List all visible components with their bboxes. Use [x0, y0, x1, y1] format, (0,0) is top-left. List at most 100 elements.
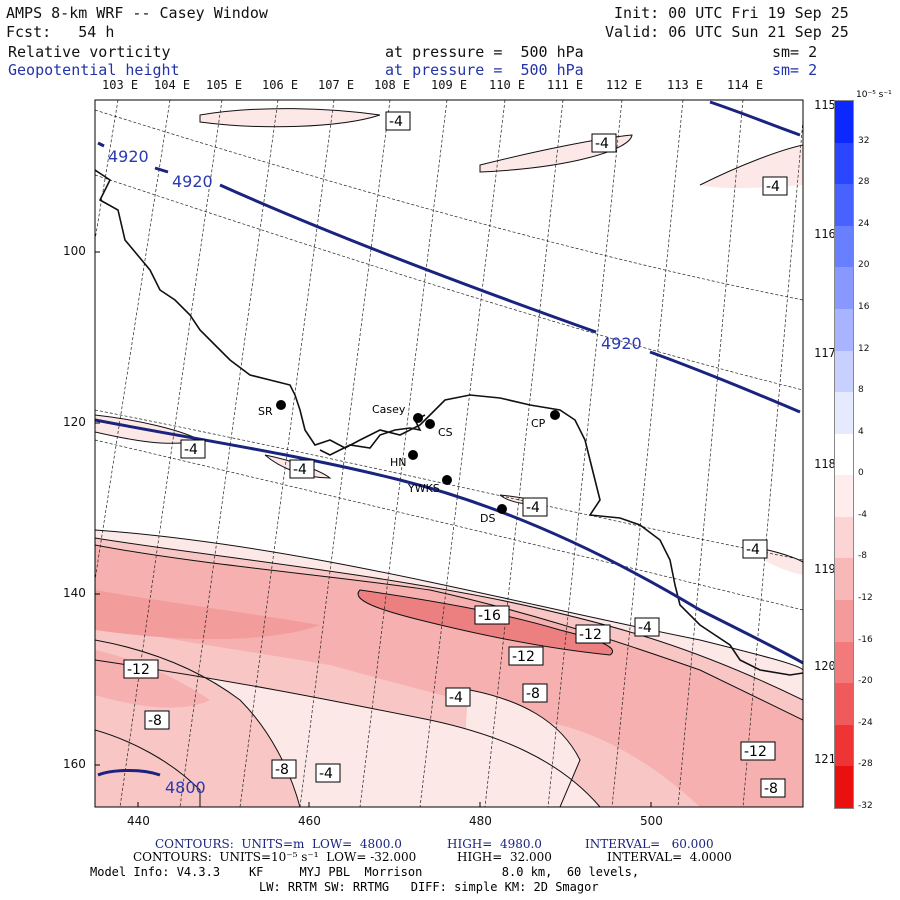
colorbar-segment	[835, 558, 853, 601]
svg-text:-12: -12	[579, 627, 602, 643]
height-label-4920: 4920	[601, 334, 642, 353]
field2-name: Geopotential height	[8, 61, 180, 79]
svg-text:-4: -4	[638, 620, 652, 636]
field2-smoothing: sm= 2	[772, 61, 818, 79]
height-label-4800: 4800	[165, 778, 206, 797]
lon-label: 110 E	[489, 78, 526, 92]
colorbar-segment	[835, 641, 853, 684]
height-label-4920: 4920	[108, 147, 149, 166]
colorbar-segment	[835, 600, 853, 643]
colorbar-segment	[835, 225, 853, 268]
colorbar-segment	[835, 142, 853, 185]
vort-contour-interval: INTERVAL= 4.0000	[607, 850, 732, 864]
colorbar-tick-label: 24	[858, 218, 870, 229]
forecast-hour: Fcst: 54 h	[6, 23, 115, 41]
colorbar-segment	[835, 101, 853, 144]
colorbar-tick-label: -24	[858, 717, 873, 728]
vort-label: -4	[445, 687, 471, 707]
vort-label: -4	[385, 111, 411, 131]
colorbar-tick-label: -4	[858, 509, 867, 520]
colorbar-tick-label: -32	[858, 801, 873, 811]
height-contours	[95, 100, 803, 777]
lon-label: 109 E	[431, 78, 468, 92]
vort-label: -4	[591, 133, 617, 153]
lon-label: 113 E	[667, 78, 704, 92]
svg-text:-8: -8	[526, 686, 540, 702]
svg-text:-4: -4	[595, 136, 609, 152]
x-tick-label: 460	[298, 814, 321, 828]
svg-text:-8: -8	[275, 762, 289, 778]
graticule	[95, 100, 803, 807]
model-info: Model Info: V4.3.3 KF MYJ PBL Morrison 8…	[90, 865, 640, 879]
station-dot	[408, 450, 418, 460]
colorbar-segment	[835, 184, 853, 227]
lon-label: 108 E	[374, 78, 411, 92]
physics-info: LW: RRTM SW: RRTMG DIFF: simple KM: 2D S…	[259, 880, 599, 894]
station-label: CP	[531, 417, 546, 430]
stations: SR Casey CS CP HN YWKS DS	[258, 400, 560, 525]
vort-label: -8	[522, 683, 548, 703]
lon-label: 107 E	[318, 78, 355, 92]
station-dot	[413, 413, 423, 423]
vort-label: -4	[315, 763, 341, 783]
svg-text:-4: -4	[766, 179, 780, 195]
lon-label: 111 E	[547, 78, 584, 92]
y-tick-label: 140	[63, 586, 86, 600]
station-label: YWKS	[407, 482, 440, 495]
svg-text:-4: -4	[184, 442, 198, 458]
colorbar-tick-label: 8	[858, 385, 864, 396]
lon-label: 112 E	[606, 78, 643, 92]
valid-time: Valid: 06 UTC Sun 21 Sep 25	[605, 23, 849, 41]
colorbar-tick-label: 4	[858, 426, 864, 437]
svg-text:-4: -4	[746, 542, 760, 558]
vort-label: -8	[271, 759, 297, 779]
station-dot	[497, 504, 507, 514]
lon-label: 114 E	[727, 78, 764, 92]
svg-text:-4: -4	[293, 462, 307, 478]
station-label: CS	[438, 426, 453, 439]
svg-text:-8: -8	[764, 781, 778, 797]
plot-frame	[94, 99, 804, 808]
vorticity-contours	[95, 108, 803, 807]
height-label-4920: 4920	[172, 172, 213, 191]
svg-text:-4: -4	[449, 690, 463, 706]
vort-label: -4	[634, 617, 660, 637]
colorbar-tick-label: 12	[858, 343, 870, 354]
colorbar-tick-label: -20	[858, 676, 873, 687]
colorbar-tick-label: -16	[858, 634, 873, 645]
svg-text:-4: -4	[319, 766, 333, 782]
x-tick-label: 480	[469, 814, 492, 828]
colorbar-segment	[835, 392, 853, 435]
vort-label: -4	[289, 459, 315, 479]
tick-marks	[95, 251, 652, 807]
lon-label: 106 E	[262, 78, 299, 92]
vort-label: -4	[522, 497, 548, 517]
svg-text:-8: -8	[148, 713, 162, 729]
colorbar-tick-label: 28	[858, 177, 870, 188]
field1-level: at pressure = 500 hPa	[385, 43, 584, 61]
lon-label: 103 E	[102, 78, 139, 92]
vort-label: -12	[123, 659, 159, 679]
colorbar-segment	[835, 433, 853, 476]
station-label: DS	[480, 512, 495, 525]
field2-level: at pressure = 500 hPa	[385, 61, 584, 79]
field1-name: Relative vorticity	[8, 43, 171, 61]
station-dot	[442, 475, 452, 485]
vorticity-shading	[95, 108, 803, 807]
height-contour-high: HIGH= 4980.0	[447, 837, 542, 851]
vort-label: -4	[180, 439, 206, 459]
lon-label: 105 E	[206, 78, 243, 92]
vort-label: -8	[144, 710, 170, 730]
station-label: Casey	[372, 403, 406, 416]
svg-text:-4: -4	[526, 500, 540, 516]
height-contour-interval: INTERVAL= 60.000	[585, 837, 714, 851]
colorbar-tick-label: 0	[858, 468, 864, 479]
colorbar-tick-label: 16	[858, 301, 870, 312]
vort-label: -4	[742, 539, 768, 559]
vort-label: -12	[575, 624, 611, 644]
svg-text:-16: -16	[478, 608, 501, 624]
height-labels: 4920 4920 4920 4800	[108, 147, 642, 797]
vort-contour-info: CONTOURS: UNITS=10⁻⁵ s⁻¹ LOW= -32.000	[133, 850, 417, 864]
colorbar-tick-label: -8	[858, 551, 867, 562]
svg-text:-12: -12	[512, 649, 535, 665]
